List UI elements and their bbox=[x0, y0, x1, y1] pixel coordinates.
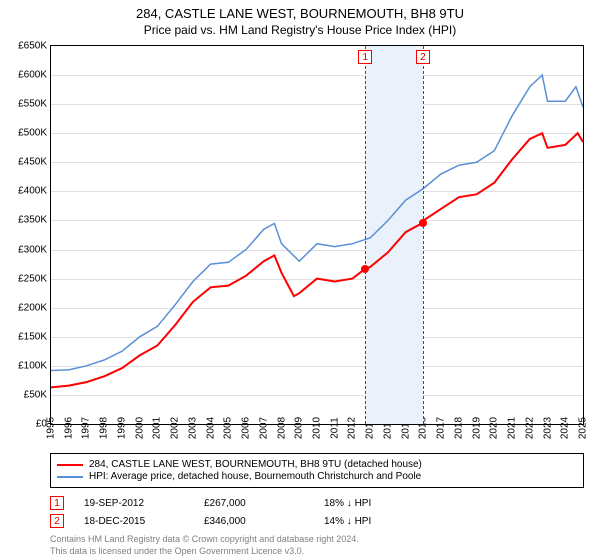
marker-info-rows: 1 19-SEP-2012£267,00018% ↓ HPI 2 18-DEC-201… bbox=[50, 496, 584, 528]
price-chart: £0£50K£100K£150K£200K£250K£300K£350K£400… bbox=[50, 45, 584, 425]
info-price: £346,000 bbox=[204, 516, 324, 527]
chart-lines bbox=[51, 46, 583, 424]
marker-dot bbox=[361, 265, 369, 273]
footer-line2: This data is licensed under the Open Gov… bbox=[50, 546, 584, 558]
legend-and-info: 284, CASTLE LANE WEST, BOURNEMOUTH, BH8 … bbox=[50, 453, 584, 557]
legend: 284, CASTLE LANE WEST, BOURNEMOUTH, BH8 … bbox=[50, 453, 584, 488]
page-title: 284, CASTLE LANE WEST, BOURNEMOUTH, BH8 … bbox=[0, 6, 600, 21]
ytick-label: £250K bbox=[18, 273, 47, 284]
info-badge: 2 bbox=[50, 514, 64, 528]
info-price: £267,000 bbox=[204, 498, 324, 509]
marker-badge: 2 bbox=[416, 50, 430, 64]
legend-swatch-price bbox=[57, 464, 83, 466]
ytick-label: £300K bbox=[18, 244, 47, 255]
ytick-label: £550K bbox=[18, 99, 47, 110]
ytick-label: £50K bbox=[24, 389, 47, 400]
marker-dot bbox=[419, 219, 427, 227]
info-delta: 18% ↓ HPI bbox=[324, 498, 444, 509]
legend-swatch-hpi bbox=[57, 476, 83, 478]
marker-line bbox=[365, 46, 366, 424]
ytick-label: £100K bbox=[18, 360, 47, 371]
legend-item-hpi: HPI: Average price, detached house, Bour… bbox=[57, 471, 577, 482]
ytick-label: £350K bbox=[18, 215, 47, 226]
title-block: 284, CASTLE LANE WEST, BOURNEMOUTH, BH8 … bbox=[0, 0, 600, 37]
footer: Contains HM Land Registry data © Crown c… bbox=[50, 534, 584, 557]
marker-info-row: 2 18-DEC-2015£346,00014% ↓ HPI bbox=[50, 514, 584, 528]
page-subtitle: Price paid vs. HM Land Registry's House … bbox=[0, 23, 600, 37]
series-price-paid bbox=[51, 133, 583, 387]
ytick-label: £200K bbox=[18, 302, 47, 313]
info-delta: 14% ↓ HPI bbox=[324, 516, 444, 527]
info-date: 18-DEC-2015 bbox=[84, 516, 204, 527]
ytick-label: £450K bbox=[18, 157, 47, 168]
marker-badge: 1 bbox=[358, 50, 372, 64]
ytick-label: £150K bbox=[18, 331, 47, 342]
legend-label-price: 284, CASTLE LANE WEST, BOURNEMOUTH, BH8 … bbox=[89, 459, 422, 470]
footer-line1: Contains HM Land Registry data © Crown c… bbox=[50, 534, 584, 546]
marker-info-row: 1 19-SEP-2012£267,00018% ↓ HPI bbox=[50, 496, 584, 510]
ytick-label: £400K bbox=[18, 186, 47, 197]
ytick-label: £650K bbox=[18, 41, 47, 52]
info-date: 19-SEP-2012 bbox=[84, 498, 204, 509]
series-hpi bbox=[51, 75, 583, 370]
ytick-label: £600K bbox=[18, 70, 47, 81]
marker-line bbox=[423, 46, 424, 424]
ytick-label: £500K bbox=[18, 128, 47, 139]
legend-label-hpi: HPI: Average price, detached house, Bour… bbox=[89, 471, 421, 482]
legend-item-price: 284, CASTLE LANE WEST, BOURNEMOUTH, BH8 … bbox=[57, 459, 577, 470]
info-badge: 1 bbox=[50, 496, 64, 510]
